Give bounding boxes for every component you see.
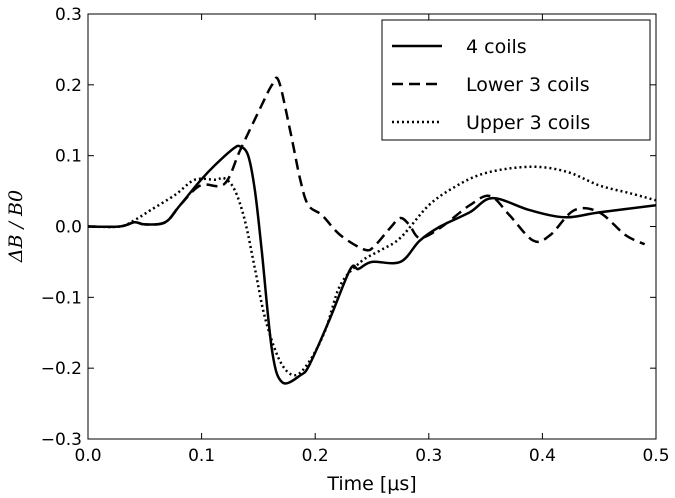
x-tick-label: 0.3	[415, 446, 442, 466]
y-tick-label: 0.0	[55, 218, 82, 238]
y-tick-label: 0.1	[55, 147, 82, 167]
x-tick-label: 0.5	[642, 446, 669, 466]
legend: 4 coils Lower 3 coils Upper 3 coils	[381, 19, 651, 141]
x-axis-label: Time [μs]	[326, 473, 416, 495]
y-tick-label: −0.3	[41, 430, 82, 450]
y-tick-label: 0.2	[55, 76, 82, 96]
series-line-1	[87, 76, 646, 252]
x-tick-label: 0.4	[529, 446, 556, 466]
x-tick-label: 0.0	[74, 446, 101, 466]
series-line-0	[87, 144, 657, 385]
legend-label-2: Upper 3 coils	[466, 112, 590, 134]
x-tick-label: 0.2	[302, 446, 329, 466]
x-tick-label: 0.1	[188, 446, 215, 466]
legend-box	[381, 19, 651, 141]
y-tick-label: −0.1	[41, 288, 82, 308]
legend-label-1: Lower 3 coils	[466, 74, 590, 96]
y-tick-label: −0.2	[41, 359, 82, 379]
y-tick-label: 0.3	[55, 5, 82, 25]
y-axis-label: ΔB / B0	[5, 190, 27, 263]
legend-label-0: 4 coils	[466, 36, 527, 58]
series-line-2	[87, 165, 657, 377]
